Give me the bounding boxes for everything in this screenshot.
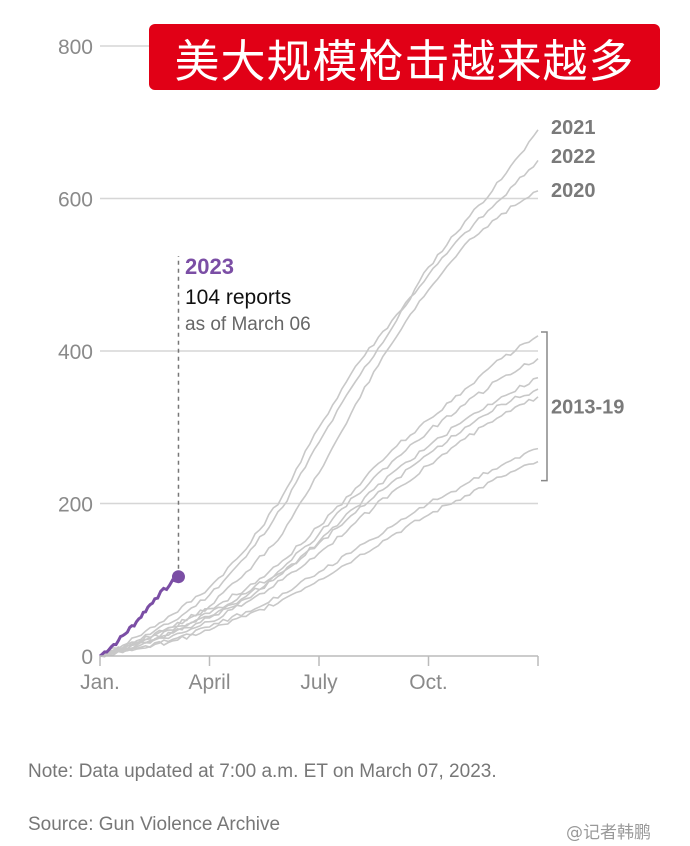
series-labels: 2021 2022 2020 2013-19 — [541, 117, 624, 482]
series-line-2022 — [99, 159, 539, 657]
series-label-2022: 2022 — [551, 146, 596, 168]
x-tick-label: April — [188, 671, 230, 694]
weibo-watermark: @记者韩鹏 — [566, 823, 651, 843]
grid-lines: 0 200 400 600 800 — [58, 36, 538, 669]
y-tick-label: 0 — [81, 646, 93, 669]
y-tick-label: 200 — [58, 494, 93, 517]
series-label-2013-19: 2013-19 — [551, 396, 624, 418]
series-line-2021 — [99, 129, 539, 657]
series-lines — [99, 129, 539, 658]
series-line-year-9 — [99, 460, 539, 657]
series-line-year-3 — [99, 335, 539, 658]
bracket-2013-19 — [541, 331, 548, 482]
series-line-2023 — [99, 575, 180, 658]
series-line-year-6 — [99, 388, 539, 657]
x-tick-label: Jan. — [80, 671, 120, 694]
chart-title: 美大规模枪击越来越多 — [174, 34, 635, 88]
series-line-year-5 — [99, 376, 539, 658]
source-note: Source: Gun Violence Archive — [28, 814, 281, 835]
annotation-2023: 2023 104 reports as of March 06 — [171, 254, 311, 584]
series-label-2021: 2021 — [551, 117, 596, 139]
series-2023-endpoint — [171, 570, 185, 584]
series-line-year-8 — [99, 447, 539, 657]
annotation-year: 2023 — [185, 254, 234, 279]
y-tick-label: 800 — [58, 36, 93, 59]
data-note: Note: Data updated at 7:00 a.m. ET on Ma… — [28, 761, 497, 782]
y-tick-label: 600 — [58, 189, 93, 212]
x-tick-label: Oct. — [409, 671, 448, 694]
series-line-year-7 — [99, 396, 539, 657]
y-tick-label: 400 — [58, 341, 93, 364]
annotation-reports: 104 reports — [185, 286, 291, 309]
x-tick-label: July — [300, 671, 338, 694]
series-line-year-4 — [99, 358, 539, 657]
title-banner: 美大规模枪击越来越多 — [149, 24, 660, 90]
series-label-2020: 2020 — [551, 180, 596, 202]
axes: Jan. April July Oct. — [80, 655, 539, 694]
annotation-date: as of March 06 — [185, 314, 311, 335]
